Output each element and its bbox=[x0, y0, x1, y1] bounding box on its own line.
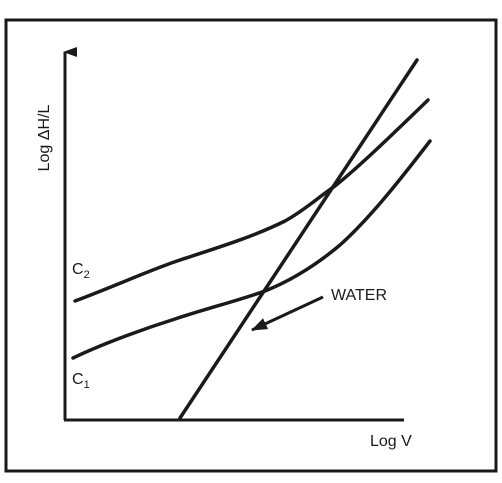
curve-c1 bbox=[71, 139, 432, 360]
water-label: WATER bbox=[331, 287, 387, 304]
curve-c2-label: C2 bbox=[72, 261, 90, 281]
curve-c1-label-subscript: 1 bbox=[84, 379, 90, 391]
y-axis-label: Log ΔH/L bbox=[36, 105, 53, 172]
x-axis-label: Log V bbox=[370, 433, 412, 450]
outer-frame bbox=[4, 18, 498, 473]
curve-c2 bbox=[73, 98, 430, 303]
water-line bbox=[178, 58, 419, 420]
curve-c1-label-letter: C bbox=[72, 371, 84, 388]
curve-c2-label-subscript: 2 bbox=[84, 269, 90, 281]
curve-c2-label-letter: C bbox=[72, 261, 84, 278]
curve-c1-label: C1 bbox=[72, 371, 90, 391]
water-pointer-arrow bbox=[251, 295, 324, 332]
